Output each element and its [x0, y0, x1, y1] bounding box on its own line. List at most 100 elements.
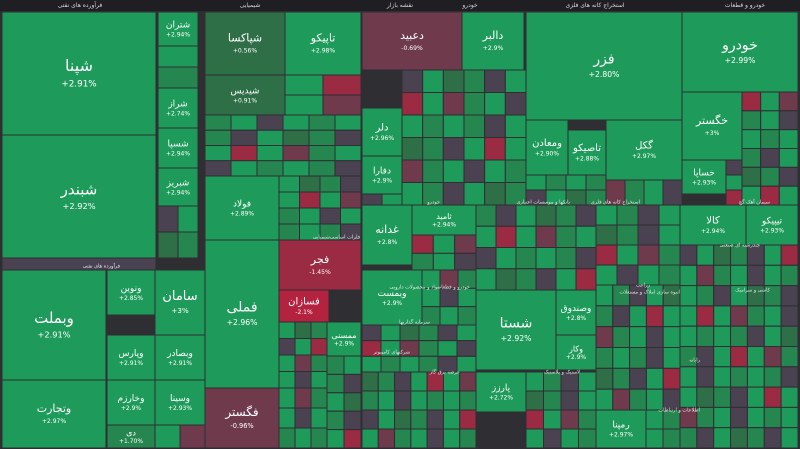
- sector-f-tile[interactable]: [361, 390, 379, 411]
- sector-d-tile[interactable]: [401, 69, 424, 93]
- sector-i-tile[interactable]: [763, 305, 782, 327]
- sector-i-tile[interactable]: [780, 285, 799, 307]
- sector-a-tile[interactable]: [1, 257, 157, 271]
- sector-b-tile[interactable]: [204, 160, 232, 177]
- sector-i-tile[interactable]: [713, 305, 732, 327]
- sector-j-tile[interactable]: [760, 91, 780, 112]
- sector-g-tile[interactable]: [560, 409, 579, 430]
- sector-c-tile[interactable]: [343, 429, 362, 449]
- sector-c-tile[interactable]: [326, 373, 345, 394]
- sector-f-tile[interactable]: [418, 324, 439, 342]
- sector-g-tile[interactable]: [578, 409, 597, 430]
- sector-i-tile[interactable]: [763, 406, 782, 429]
- sector-c-tile[interactable]: [310, 321, 328, 339]
- ticker-tile[interactable]: [204, 175, 280, 241]
- ticker-tile[interactable]: [681, 11, 799, 93]
- sector-e-tile[interactable]: [535, 225, 557, 248]
- sector-c-tile[interactable]: [278, 407, 296, 429]
- sector-d-tile[interactable]: [504, 69, 527, 93]
- sector-f-tile[interactable]: [426, 390, 444, 411]
- sector-i-tile[interactable]: [730, 264, 748, 287]
- sector-f-tile[interactable]: [459, 371, 477, 392]
- sector-d-tile[interactable]: [463, 159, 486, 183]
- sector-b-tile[interactable]: [322, 94, 362, 116]
- sector-h-tile[interactable]: [645, 305, 664, 328]
- sector-f-tile[interactable]: [459, 428, 477, 449]
- sector-i-tile[interactable]: [730, 346, 748, 368]
- sector-b-tile[interactable]: [230, 145, 258, 162]
- sector-e-tile[interactable]: [475, 247, 497, 270]
- ticker-tile[interactable]: [361, 204, 413, 266]
- sector-i-tile[interactable]: [763, 427, 782, 449]
- sector-d-tile[interactable]: [463, 69, 486, 93]
- sector-d-tile[interactable]: [381, 193, 403, 206]
- sector-h-tile[interactable]: [662, 305, 681, 328]
- sector-i-tile[interactable]: [780, 264, 799, 287]
- sector-c-tile[interactable]: [343, 392, 362, 412]
- ticker-tile[interactable]: [475, 371, 527, 413]
- ticker-tile[interactable]: [157, 167, 199, 207]
- sector-c-tile[interactable]: [294, 407, 312, 429]
- sector-j-tile[interactable]: [760, 148, 780, 168]
- sector-d-tile[interactable]: [401, 159, 424, 183]
- sector-b-tile[interactable]: [340, 191, 362, 209]
- sector-b-tile[interactable]: [299, 207, 321, 225]
- sector-e-tile[interactable]: [495, 225, 517, 248]
- sector-i-tile[interactable]: [746, 305, 765, 327]
- sector-h-tile[interactable]: [629, 305, 647, 328]
- sector-d-tile[interactable]: [442, 114, 465, 138]
- sector-g-tile[interactable]: [543, 428, 562, 449]
- sector-i-tile[interactable]: [730, 386, 748, 408]
- sector-f-tile[interactable]: [377, 428, 396, 449]
- sector-h-tile[interactable]: [595, 388, 614, 411]
- sector-f-tile[interactable]: [361, 371, 379, 392]
- sector-e-tile[interactable]: [495, 204, 517, 227]
- sector-i-tile[interactable]: [763, 366, 782, 388]
- sector-f-tile[interactable]: [394, 390, 412, 411]
- sector-i-tile[interactable]: [780, 325, 799, 348]
- sector-b-tile[interactable]: [282, 145, 310, 162]
- sector-h-tile[interactable]: [612, 388, 631, 411]
- sector-b-tile[interactable]: [204, 129, 232, 146]
- sector-h-tile[interactable]: [612, 347, 631, 369]
- sector-f-tile[interactable]: [361, 428, 379, 449]
- sector-g-tile[interactable]: [578, 390, 597, 411]
- sector-j-tile[interactable]: [741, 91, 762, 112]
- sector-c-tile[interactable]: [278, 371, 296, 389]
- sector-g-tile[interactable]: [525, 390, 544, 411]
- sector-f-tile[interactable]: [361, 355, 382, 373]
- ticker-tile[interactable]: [361, 155, 403, 195]
- sector-b-tile[interactable]: [204, 145, 232, 162]
- sector-b-tile[interactable]: [278, 207, 300, 225]
- sector-c-tile[interactable]: [278, 338, 296, 356]
- sector-k-tile[interactable]: [525, 174, 547, 191]
- sector-f-tile[interactable]: [459, 409, 477, 430]
- sector-e-tile[interactable]: [535, 204, 557, 227]
- sector-h-tile[interactable]: [616, 204, 639, 226]
- sector-e-tile[interactable]: [475, 225, 497, 248]
- sector-j-tile[interactable]: [760, 110, 780, 131]
- sector-e-tile[interactable]: [432, 252, 456, 273]
- sector-b-tile[interactable]: [282, 160, 310, 177]
- sector-b-tile[interactable]: [278, 175, 300, 193]
- sector-f-tile[interactable]: [442, 409, 461, 430]
- sector-f-tile[interactable]: [399, 355, 420, 373]
- sector-j-tile[interactable]: [778, 91, 799, 112]
- sector-f-tile[interactable]: [361, 324, 382, 342]
- ticker-tile[interactable]: [154, 379, 206, 426]
- ticker-tile[interactable]: [1, 134, 157, 259]
- sector-d-tile[interactable]: [504, 114, 527, 138]
- sector-g-tile[interactable]: [578, 371, 597, 392]
- sector-i-tile[interactable]: [730, 325, 748, 348]
- header-sector-basic-metals[interactable]: خودرو و قطعات: [724, 2, 766, 9]
- sector-h-tile[interactable]: [662, 347, 681, 369]
- sector-e-tile[interactable]: [475, 204, 497, 227]
- sector-d-tile[interactable]: [401, 114, 424, 138]
- sector-e-tile[interactable]: [555, 204, 577, 227]
- sector-d-tile[interactable]: [484, 69, 506, 93]
- sector-i-tile[interactable]: [696, 325, 715, 348]
- sector-c-tile[interactable]: [310, 338, 328, 356]
- sector-j-tile[interactable]: [760, 129, 780, 150]
- sector-h-tile[interactable]: [616, 264, 639, 286]
- sector-a-tile[interactable]: [157, 205, 179, 233]
